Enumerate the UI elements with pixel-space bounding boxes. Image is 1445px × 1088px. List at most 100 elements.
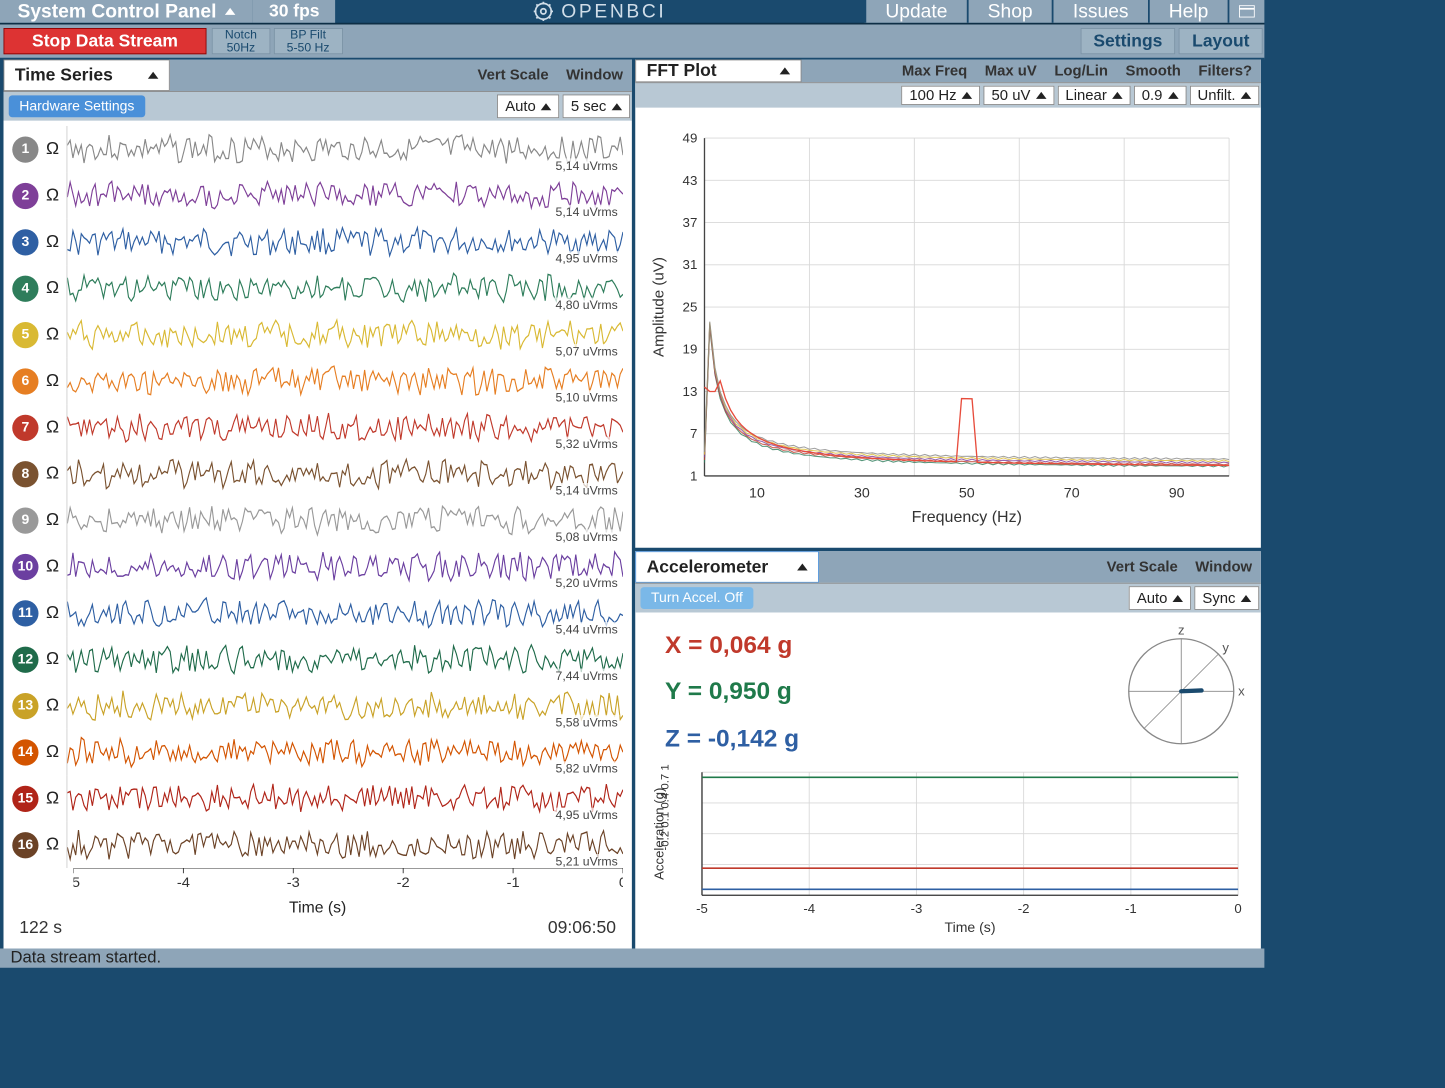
- accel-header: Accelerometer Vert Scale Window: [635, 551, 1261, 583]
- accel-window-select[interactable]: Sync: [1195, 586, 1260, 610]
- svg-text:19: 19: [683, 342, 698, 357]
- time-series-subheader: Hardware Settings Auto 5 sec: [4, 91, 632, 121]
- channel-waveform: 4,95 uVrms: [67, 219, 624, 265]
- channel-toggle-3[interactable]: 3: [12, 229, 38, 255]
- svg-text:Amplitude (uV): Amplitude (uV): [651, 257, 668, 357]
- bp-filter-button[interactable]: BP Filt5-50 Hz: [274, 28, 343, 54]
- channel-rms: 5,21 uVrms: [554, 854, 620, 868]
- hardware-settings-button[interactable]: Hardware Settings: [9, 95, 145, 117]
- channel-row: 5 Ω 5,07 uVrms: [12, 312, 623, 358]
- layout-button[interactable]: Layout: [1179, 28, 1263, 54]
- channel-toggle-4[interactable]: 4: [12, 275, 38, 301]
- channel-rms: 5,20 uVrms: [554, 576, 620, 590]
- channel-row: 2 Ω 5,14 uVrms: [12, 172, 623, 218]
- channel-waveform: 5,58 uVrms: [67, 683, 624, 729]
- impedance-icon[interactable]: Ω: [44, 417, 62, 437]
- channel-toggle-9[interactable]: 9: [12, 507, 38, 533]
- channel-toggle-16[interactable]: 16: [12, 832, 38, 858]
- channel-toggle-10[interactable]: 10: [12, 553, 38, 579]
- stop-stream-button[interactable]: Stop Data Stream: [4, 28, 207, 54]
- svg-text:-2: -2: [397, 875, 410, 891]
- channel-toggle-1[interactable]: 1: [12, 136, 38, 162]
- channel-rms: 5,44 uVrms: [554, 622, 620, 636]
- channel-toggle-14[interactable]: 14: [12, 739, 38, 765]
- accel-z-value: Z = -0,142 g: [665, 715, 1098, 762]
- svg-text:z: z: [1178, 626, 1185, 638]
- svg-text:-4: -4: [177, 875, 190, 891]
- channel-rms: 5,08 uVrms: [554, 529, 620, 543]
- fft-label-filters: Filters?: [1190, 60, 1261, 83]
- impedance-icon[interactable]: Ω: [44, 557, 62, 577]
- impedance-icon[interactable]: Ω: [44, 835, 62, 855]
- channel-toggle-5[interactable]: 5: [12, 322, 38, 348]
- fft-maxuv-select[interactable]: 50 uV: [984, 86, 1054, 105]
- accel-vert-scale-select[interactable]: Auto: [1129, 586, 1191, 610]
- impedance-icon[interactable]: Ω: [44, 603, 62, 623]
- fft-filters-select[interactable]: Unfilt.: [1190, 86, 1260, 105]
- impedance-icon[interactable]: Ω: [44, 139, 62, 159]
- fft-maxfreq-select[interactable]: 100 Hz: [902, 86, 981, 105]
- channel-waveform: 5,14 uVrms: [67, 451, 624, 497]
- accel-x-value: X = 0,064 g: [665, 621, 1098, 668]
- channel-waveform: 5,44 uVrms: [67, 590, 624, 636]
- channel-row: 16 Ω 5,21 uVrms: [12, 822, 623, 868]
- channel-rms: 4,95 uVrms: [554, 251, 620, 265]
- impedance-icon[interactable]: Ω: [44, 232, 62, 252]
- channel-toggle-7[interactable]: 7: [12, 414, 38, 440]
- channel-row: 3 Ω 4,95 uVrms: [12, 219, 623, 265]
- fft-header: FFT Plot Max Freq Max uV Log/Lin Smooth …: [635, 60, 1261, 83]
- vert-scale-label: Vert Scale: [469, 60, 558, 92]
- accel-subheader: Turn Accel. Off Auto Sync: [635, 583, 1261, 613]
- impedance-icon[interactable]: Ω: [44, 371, 62, 391]
- menu-update[interactable]: Update: [864, 0, 966, 23]
- svg-text:70: 70: [1064, 486, 1080, 502]
- window-icon[interactable]: [1228, 0, 1265, 23]
- channel-rms: 4,80 uVrms: [554, 298, 620, 312]
- channel-waveform: 5,14 uVrms: [67, 126, 624, 172]
- impedance-icon[interactable]: Ω: [44, 788, 62, 808]
- fft-label-loglin: Log/Lin: [1046, 60, 1117, 83]
- channel-waveform: 5,10 uVrms: [67, 358, 624, 404]
- fft-loglin-select[interactable]: Linear: [1058, 86, 1131, 105]
- channel-toggle-6[interactable]: 6: [12, 368, 38, 394]
- impedance-icon[interactable]: Ω: [44, 510, 62, 530]
- window-label: Window: [557, 60, 631, 92]
- impedance-icon[interactable]: Ω: [44, 186, 62, 206]
- fft-selector[interactable]: FFT Plot: [635, 60, 801, 83]
- menu-issues[interactable]: Issues: [1052, 0, 1148, 23]
- vert-scale-select[interactable]: Auto: [497, 95, 559, 119]
- channel-toggle-8[interactable]: 8: [12, 461, 38, 487]
- system-control-panel-button[interactable]: System Control Panel: [0, 0, 253, 23]
- time-series-selector[interactable]: Time Series: [4, 60, 170, 92]
- channel-toggle-15[interactable]: 15: [12, 785, 38, 811]
- window-select[interactable]: 5 sec: [563, 95, 630, 119]
- svg-text:-3: -3: [287, 875, 300, 891]
- impedance-icon[interactable]: Ω: [44, 649, 62, 669]
- impedance-icon[interactable]: Ω: [44, 464, 62, 484]
- notch-filter-button[interactable]: Notch50Hz: [212, 28, 270, 54]
- svg-text:-1: -1: [507, 875, 520, 891]
- accel-vert-scale-label: Vert Scale: [1098, 551, 1187, 583]
- turn-accel-off-button[interactable]: Turn Accel. Off: [641, 587, 754, 609]
- svg-text:-1: -1: [1125, 901, 1137, 916]
- impedance-icon[interactable]: Ω: [44, 742, 62, 762]
- channel-row: 8 Ω 5,14 uVrms: [12, 451, 623, 497]
- channel-toggle-2[interactable]: 2: [12, 182, 38, 208]
- menu-shop[interactable]: Shop: [967, 0, 1052, 23]
- fft-smooth-select[interactable]: 0.9: [1134, 86, 1186, 105]
- impedance-icon[interactable]: Ω: [44, 696, 62, 716]
- settings-button[interactable]: Settings: [1080, 28, 1175, 54]
- menu-help[interactable]: Help: [1148, 0, 1228, 23]
- impedance-icon[interactable]: Ω: [44, 278, 62, 298]
- channel-toggle-12[interactable]: 12: [12, 646, 38, 672]
- channel-waveform: 5,20 uVrms: [67, 543, 624, 589]
- accel-selector[interactable]: Accelerometer: [635, 551, 819, 583]
- clock-time: 09:06:50: [548, 918, 616, 938]
- channel-toggle-11[interactable]: 11: [12, 600, 38, 626]
- svg-text:-3: -3: [911, 901, 923, 916]
- channel-toggle-13[interactable]: 13: [12, 693, 38, 719]
- svg-text:90: 90: [1169, 486, 1185, 502]
- fft-chart: 17131925313743491030507090Amplitude (uV)…: [635, 108, 1261, 548]
- svg-text:y: y: [1222, 640, 1229, 655]
- impedance-icon[interactable]: Ω: [44, 325, 62, 345]
